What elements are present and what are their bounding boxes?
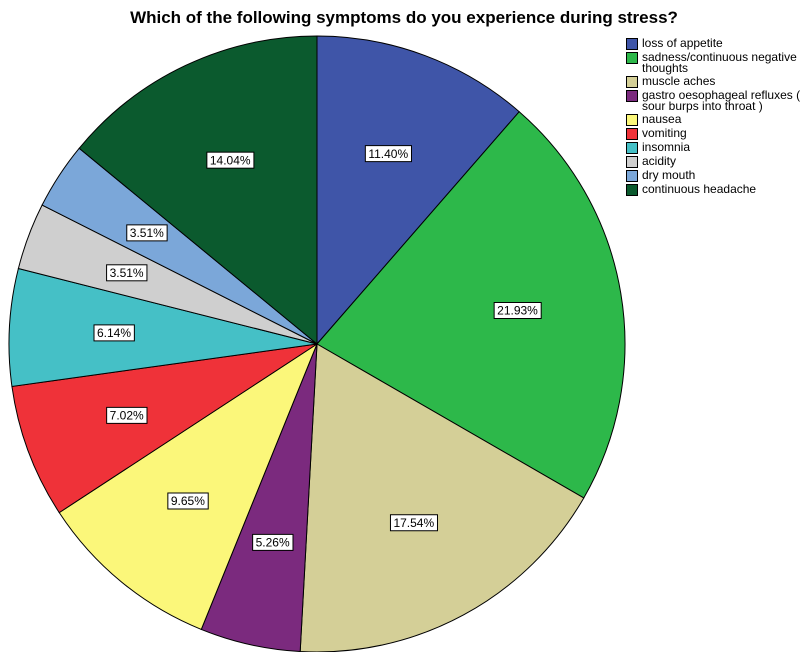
legend-swatch <box>626 114 638 126</box>
data-label-text: 21.93% <box>497 304 538 318</box>
legend-label: nausea <box>642 112 682 126</box>
legend-label: continuous headache <box>642 182 757 196</box>
chart-title: Which of the following symptoms do you e… <box>130 8 678 27</box>
legend-label: insomnia <box>642 140 691 154</box>
legend-swatch <box>626 76 638 88</box>
pie-slice <box>11 343 318 514</box>
data-label: 9.65% <box>167 492 209 510</box>
legend-item: vomiting <box>626 126 804 140</box>
legend-label: acidity <box>642 154 677 168</box>
legend-item: gastro oesophageal refluxes ( sour burps… <box>626 88 804 113</box>
data-label-box <box>364 145 412 163</box>
data-label-text: 14.04% <box>210 153 251 167</box>
pie-slice <box>58 342 319 631</box>
data-label-box <box>493 301 542 319</box>
legend-label: loss of appetite <box>642 36 723 50</box>
pie-slice <box>78 35 318 346</box>
data-label-box <box>126 224 168 242</box>
legend-label: dry mouth <box>642 168 696 182</box>
legend-swatch <box>626 90 638 102</box>
data-label: 5.26% <box>252 533 294 551</box>
data-label: 3.51% <box>106 264 148 282</box>
data-label-box <box>93 324 135 342</box>
data-label: 17.54% <box>389 514 438 532</box>
data-label: 21.93% <box>493 301 542 319</box>
legend-item: loss of appetite <box>626 36 804 50</box>
data-label-text: 3.51% <box>110 266 144 280</box>
data-label-box <box>389 514 438 532</box>
legend-item: insomnia <box>626 140 804 154</box>
legend-swatch <box>626 52 638 64</box>
pie-slice <box>316 110 626 499</box>
data-label-box <box>106 406 148 424</box>
legend-item: nausea <box>626 112 804 126</box>
data-label-text: 3.51% <box>130 226 164 240</box>
data-label-text: 5.26% <box>256 536 290 550</box>
data-label: 7.02% <box>106 406 148 424</box>
data-label-box <box>252 533 294 551</box>
data-label: 14.04% <box>206 151 255 169</box>
legend-label: vomiting <box>642 126 687 140</box>
data-label-text: 17.54% <box>393 516 434 530</box>
legend-label: muscle aches <box>642 74 716 88</box>
data-label-text: 11.40% <box>368 147 408 161</box>
data-label-box <box>167 492 209 510</box>
legend: loss of appetite sadness/continuous negat… <box>626 36 804 198</box>
legend-item: continuous headache <box>626 182 804 196</box>
legend-item: acidity <box>626 154 804 168</box>
data-label-box <box>106 264 148 282</box>
legend-swatch <box>626 170 638 182</box>
legend-swatch <box>626 156 638 168</box>
legend-item: dry mouth <box>626 168 804 182</box>
legend-swatch <box>626 38 638 50</box>
data-label-text: 7.02% <box>110 409 144 423</box>
legend-swatch <box>626 184 638 196</box>
data-label: 11.40% <box>364 145 412 163</box>
pie-slice <box>316 35 520 346</box>
data-label-box <box>206 151 255 169</box>
legend-label: sadness/continuous negative thoughts <box>642 50 797 75</box>
data-label-text: 6.14% <box>97 326 131 340</box>
data-label-text: 9.65% <box>171 494 205 508</box>
data-label: 6.14% <box>93 324 135 342</box>
legend-swatch <box>626 142 638 154</box>
pie-slice <box>8 267 318 388</box>
pie-slice <box>299 343 585 652</box>
legend-swatch <box>626 128 638 140</box>
legend-item: muscle aches <box>626 74 804 88</box>
legend-label: gastro oesophageal refluxes ( sour burps… <box>642 88 801 113</box>
legend-item: sadness/continuous negative thoughts <box>626 50 804 75</box>
data-label: 3.51% <box>126 224 168 242</box>
